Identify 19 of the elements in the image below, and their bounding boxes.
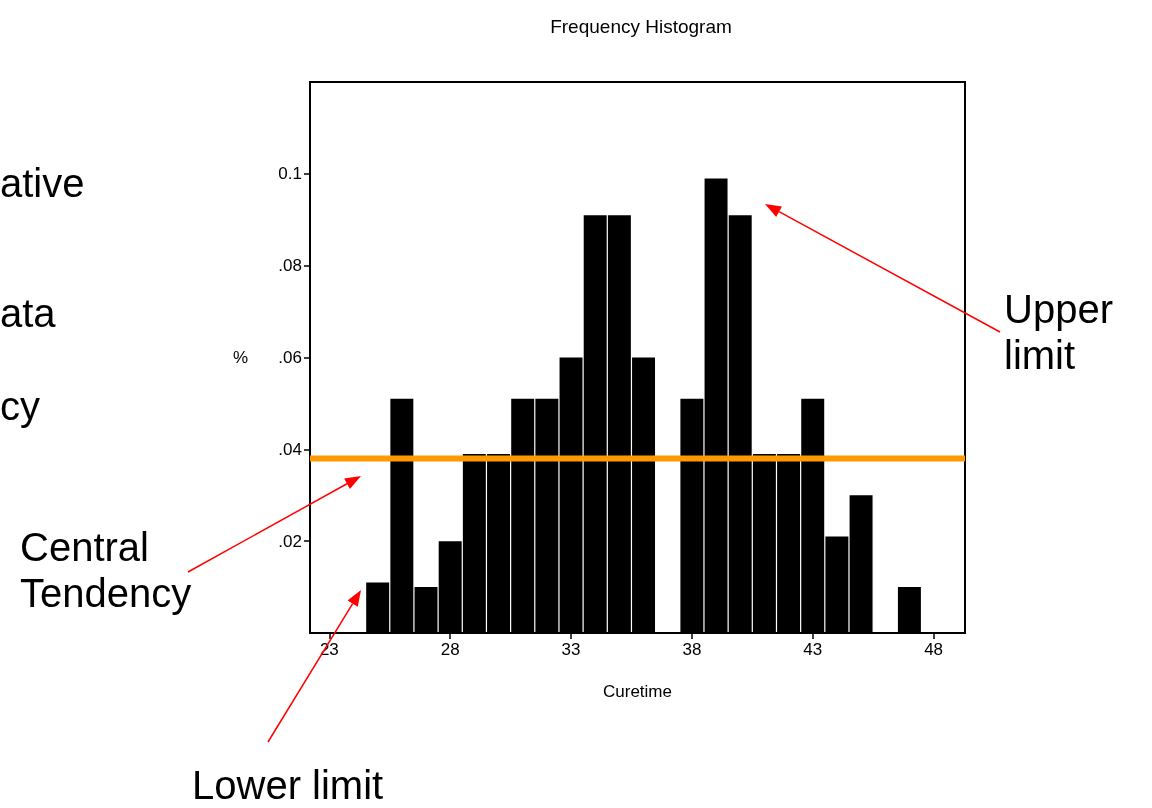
text: Upper limit	[1004, 287, 1125, 377]
x-axis-title: Curetime	[603, 682, 672, 701]
y-tick-label: .02	[278, 531, 302, 551]
chart-title: Frequency Histogram	[550, 16, 732, 37]
x-tick-label: 48	[924, 640, 944, 659]
text: ative	[0, 161, 85, 205]
y-tick-label: 0.1	[278, 164, 302, 184]
x-tick-label: 28	[440, 640, 460, 659]
y-tick-label: .08	[278, 256, 302, 276]
y-axis-title: %	[232, 348, 248, 367]
x-tick-label: 38	[682, 640, 702, 659]
text: Lower limit	[192, 763, 384, 807]
x-tick-label: 43	[803, 640, 823, 659]
text: cy	[0, 384, 40, 428]
y-tick-label: .06	[278, 348, 302, 367]
text: ata	[0, 291, 57, 335]
text: Central Tendency	[20, 525, 192, 615]
y-tick-label: .04	[278, 439, 302, 459]
x-tick-label: 33	[561, 640, 581, 659]
